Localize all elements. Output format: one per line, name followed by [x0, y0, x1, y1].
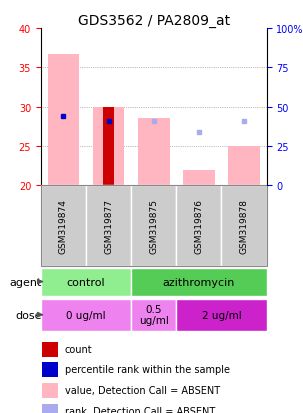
Bar — [176, 299, 267, 331]
Bar — [138, 119, 170, 186]
Text: GSM319874: GSM319874 — [59, 199, 68, 254]
Text: count: count — [65, 344, 93, 354]
Bar — [183, 170, 215, 186]
Text: azithromycin: azithromycin — [163, 277, 235, 287]
Bar — [42, 363, 58, 377]
Text: value, Detection Call = ABSENT: value, Detection Call = ABSENT — [65, 385, 220, 395]
Bar — [42, 404, 58, 413]
Text: GSM319876: GSM319876 — [195, 199, 203, 254]
Text: GSM319877: GSM319877 — [104, 199, 113, 254]
Bar — [131, 299, 176, 331]
Bar — [41, 186, 86, 266]
Bar — [131, 186, 176, 266]
Text: percentile rank within the sample: percentile rank within the sample — [65, 364, 230, 374]
Text: GSM319878: GSM319878 — [240, 199, 248, 254]
Text: dose: dose — [15, 310, 42, 320]
Bar — [42, 383, 58, 398]
Bar — [48, 55, 79, 186]
Bar — [228, 147, 260, 186]
Bar — [176, 186, 221, 266]
Title: GDS3562 / PA2809_at: GDS3562 / PA2809_at — [78, 14, 230, 28]
Bar — [41, 268, 131, 296]
Text: agent: agent — [9, 277, 42, 287]
Bar — [93, 107, 125, 186]
Bar — [131, 268, 267, 296]
Text: rank, Detection Call = ABSENT: rank, Detection Call = ABSENT — [65, 406, 215, 413]
Text: GSM319875: GSM319875 — [149, 199, 158, 254]
Bar — [221, 186, 267, 266]
Text: 0 ug/ml: 0 ug/ml — [66, 310, 106, 320]
Text: 2 ug/ml: 2 ug/ml — [201, 310, 241, 320]
Bar — [103, 107, 114, 186]
Bar — [42, 342, 58, 357]
Text: control: control — [67, 277, 105, 287]
Bar — [41, 299, 131, 331]
Bar — [86, 186, 131, 266]
Text: 0.5
ug/ml: 0.5 ug/ml — [139, 304, 169, 326]
